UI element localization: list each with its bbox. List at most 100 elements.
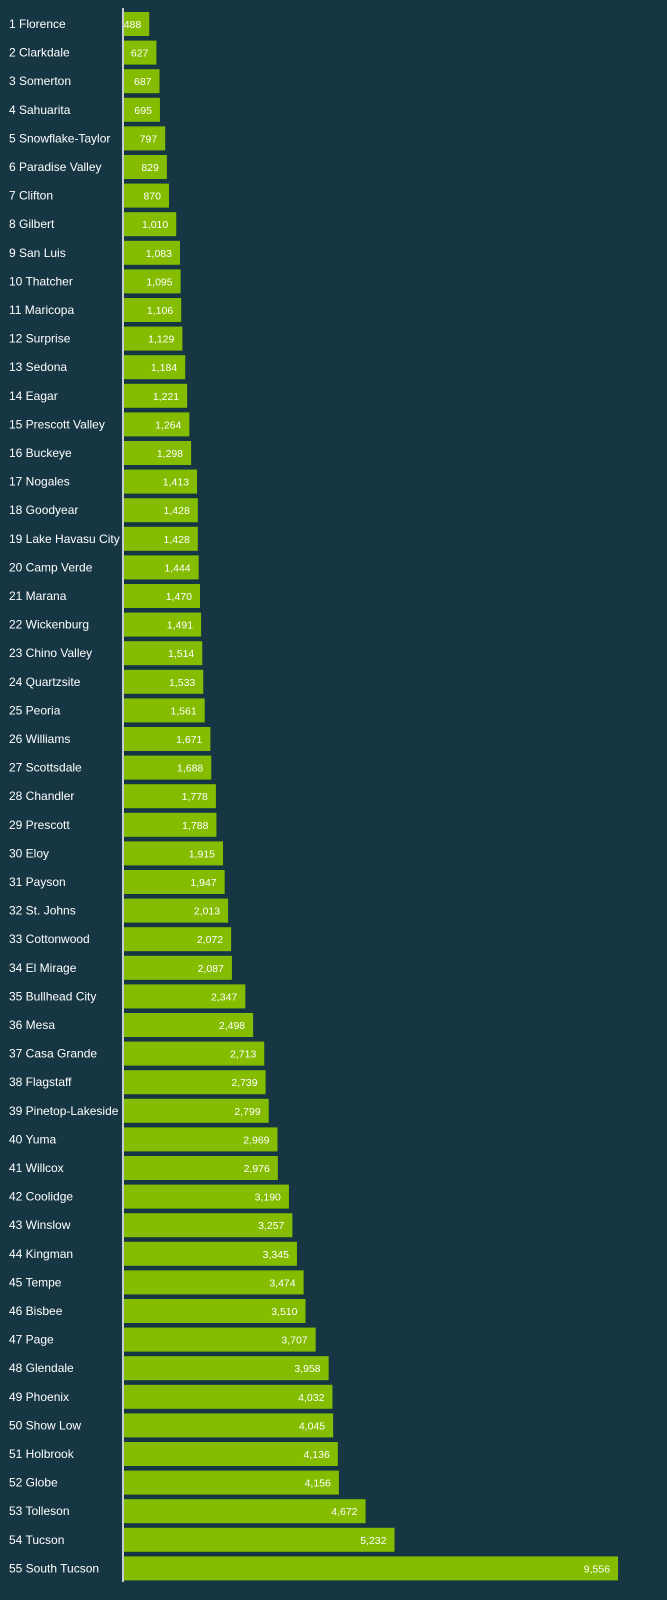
value-label: 1,491 <box>167 620 193 632</box>
category-label: 7 Clifton <box>9 189 53 203</box>
bar <box>124 755 212 780</box>
bar <box>124 269 181 294</box>
bar <box>124 183 169 208</box>
value-label: 797 <box>140 133 158 145</box>
bar <box>124 298 182 322</box>
value-label: 1,129 <box>148 334 174 346</box>
bar <box>124 1184 289 1209</box>
value-label: 1,298 <box>157 448 183 460</box>
category-label: 4 Sahuarita <box>9 103 71 117</box>
value-label: 3,474 <box>269 1277 295 1289</box>
value-label: 1,413 <box>163 477 189 489</box>
category-label: 46 Bisbee <box>9 1304 63 1318</box>
bars-group <box>124 12 619 1581</box>
value-label: 9,556 <box>584 1563 610 1575</box>
bar <box>124 1499 366 1524</box>
category-label: 2 Clarkdale <box>9 46 70 60</box>
category-label: 38 Flagstaff <box>9 1075 72 1089</box>
category-label: 26 Williams <box>9 732 70 746</box>
value-label: 1,915 <box>189 848 215 860</box>
category-label: 8 Gilbert <box>9 217 55 231</box>
bar <box>124 240 180 265</box>
category-label: 6 Paradise Valley <box>9 160 102 174</box>
category-label: 34 El Mirage <box>9 961 77 975</box>
value-label: 1,095 <box>146 276 172 288</box>
category-label: 40 Yuma <box>9 1132 56 1146</box>
value-label: 3,707 <box>281 1335 307 1347</box>
value-label: 1,184 <box>151 362 177 374</box>
value-label: 2,976 <box>244 1163 270 1175</box>
category-label: 31 Payson <box>9 875 66 889</box>
bar <box>124 727 211 751</box>
value-label: 3,510 <box>271 1306 297 1318</box>
bar <box>124 326 183 351</box>
bar <box>124 1098 269 1123</box>
category-label: 20 Camp Verde <box>9 560 93 574</box>
category-label: 23 Chino Valley <box>9 646 92 660</box>
value-label: 1,533 <box>169 677 195 689</box>
bar <box>124 1270 304 1295</box>
value-label: 2,969 <box>243 1134 269 1146</box>
bar <box>124 1156 278 1180</box>
bar <box>124 412 190 437</box>
category-label: 49 Phoenix <box>9 1390 69 1404</box>
category-label: 17 Nogales <box>9 475 70 489</box>
bar <box>124 1470 339 1495</box>
bar <box>124 669 204 694</box>
value-label: 4,032 <box>298 1392 324 1404</box>
bar <box>124 1413 334 1438</box>
category-label: 37 Casa Grande <box>9 1047 97 1061</box>
value-label: 1,947 <box>190 877 216 889</box>
value-label: 2,072 <box>197 934 223 946</box>
category-label: 15 Prescott Valley <box>9 417 105 431</box>
value-label: 1,514 <box>168 648 194 660</box>
category-label: 19 Lake Havasu City <box>9 532 120 546</box>
bar <box>124 155 167 179</box>
value-label: 488 <box>124 19 142 31</box>
bar <box>124 784 216 809</box>
bar <box>124 1241 297 1266</box>
category-label: 39 Pinetop-Lakeside <box>9 1104 119 1118</box>
category-label: 47 Page <box>9 1333 54 1347</box>
bar <box>124 927 232 952</box>
category-label: 28 Chandler <box>9 789 74 803</box>
category-label: 27 Scottsdale <box>9 761 82 775</box>
category-label: 33 Cottonwood <box>9 932 90 946</box>
value-labels-group: 488 627 687 695 797 829 870 1,010 1,083 1,095 1,10… <box>124 19 611 1575</box>
category-label: 42 Coolidge <box>9 1190 73 1204</box>
bar <box>124 870 225 894</box>
bar <box>124 984 246 1009</box>
category-label: 11 Maricopa <box>9 303 74 317</box>
bar <box>124 1041 265 1066</box>
value-label: 4,156 <box>305 1478 331 1490</box>
bar <box>124 212 177 237</box>
bar <box>124 898 229 923</box>
category-label: 21 Marana <box>9 589 67 603</box>
bar <box>124 698 205 723</box>
bar <box>124 12 150 36</box>
value-label: 2,739 <box>231 1077 257 1089</box>
bar <box>124 1384 333 1409</box>
bar <box>124 1213 293 1238</box>
category-label: 54 Tucson <box>9 1533 64 1547</box>
value-label: 2,799 <box>234 1106 260 1118</box>
category-label: 24 Quartzsite <box>9 675 81 689</box>
value-label: 1,083 <box>146 248 172 260</box>
bar <box>124 383 188 408</box>
value-label: 1,010 <box>142 219 168 231</box>
bar <box>124 1127 278 1152</box>
bar <box>124 126 166 151</box>
value-label: 829 <box>141 162 159 174</box>
bar <box>124 1556 619 1581</box>
bar <box>124 441 192 465</box>
value-label: 1,106 <box>147 305 173 317</box>
bar <box>124 355 186 380</box>
bar <box>124 498 198 523</box>
bar <box>124 812 217 837</box>
value-label: 1,221 <box>153 391 179 403</box>
category-label: 25 Peoria <box>9 703 61 717</box>
value-label: 1,428 <box>164 505 190 517</box>
value-label: 1,561 <box>170 705 196 717</box>
